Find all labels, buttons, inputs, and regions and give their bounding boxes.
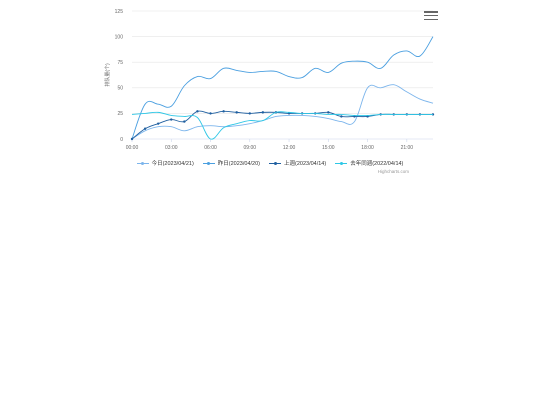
x-tick-label: 18:00: [361, 145, 374, 151]
data-point[interactable]: [209, 112, 212, 115]
data-point[interactable]: [196, 110, 199, 113]
y-tick-label: 50: [117, 86, 123, 92]
series-line-1[interactable]: [131, 84, 434, 140]
y-tick-label: 25: [117, 111, 123, 117]
chart-legend: 今日(2023/04/21) 昨日(2023/04/20) 上週(2023/04/1…: [0, 158, 540, 168]
x-tick-label: 12:00: [283, 145, 296, 151]
data-point[interactable]: [235, 111, 238, 114]
x-tick-label: 00:00: [126, 145, 139, 151]
data-point[interactable]: [327, 111, 330, 114]
y-tick-label: 125: [115, 9, 124, 15]
legend-item-2[interactable]: 昨日(2023/04/20): [202, 158, 260, 168]
x-tick-label: 15:00: [322, 145, 335, 151]
legend-swatch: [136, 160, 149, 166]
legend-swatch: [202, 160, 215, 166]
legend-label: 去年同週(2022/04/14): [350, 161, 404, 167]
legend-item-3[interactable]: 上週(2023/04/14): [269, 158, 326, 168]
hamburger-menu-icon[interactable]: [424, 11, 438, 23]
data-point[interactable]: [340, 115, 343, 118]
credits-link[interactable]: Highcharts.com: [377, 169, 409, 174]
data-point[interactable]: [248, 112, 251, 115]
legend-label: 今日(2023/04/21): [151, 161, 194, 167]
legend-swatch: [269, 160, 281, 166]
data-point[interactable]: [170, 118, 173, 121]
x-tick-label: 06:00: [204, 145, 217, 151]
data-point[interactable]: [143, 127, 147, 130]
legend-label: 昨日(2023/04/20): [217, 161, 260, 167]
data-point[interactable]: [222, 110, 225, 113]
y-tick-label: 100: [115, 34, 124, 40]
legend-item-4[interactable]: 去年同週(2022/04/14): [335, 158, 403, 168]
data-point[interactable]: [183, 120, 186, 123]
data-point[interactable]: [130, 137, 134, 141]
x-tick-label: 03:00: [165, 145, 178, 151]
series-line-2[interactable]: [131, 36, 434, 140]
chart-canvas: 0 25 50 75 100 125 00:00 03:00 06:00 09:00 12:00 15…: [104, 9, 435, 151]
line-chart: 0 25 50 75 100 125 00:00 03:00 06:00 09:00 12:00 15…: [0, 0, 540, 185]
data-point[interactable]: [156, 122, 160, 125]
data-point[interactable]: [261, 111, 265, 114]
x-tick-label: 09:00: [244, 145, 257, 151]
legend-item-1[interactable]: 今日(2023/04/21): [136, 158, 194, 168]
series-line-4[interactable]: [131, 111, 433, 140]
y-tick-label: 75: [117, 60, 123, 66]
legend-swatch: [335, 160, 348, 166]
series-line-3[interactable]: [131, 110, 433, 140]
y-tick-label: 0: [120, 137, 123, 143]
y-axis-title: 排队量(个): [104, 63, 111, 87]
x-tick-label: 21:00: [401, 145, 414, 151]
legend-label: 上週(2023/04/14): [284, 161, 327, 167]
